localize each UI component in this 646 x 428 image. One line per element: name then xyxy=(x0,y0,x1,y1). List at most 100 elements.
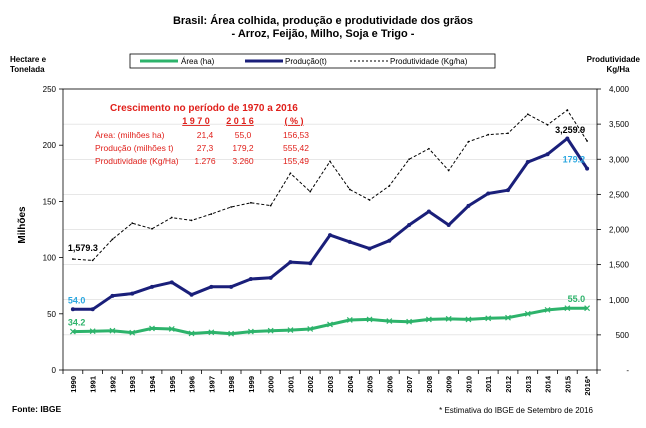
data-point-producao xyxy=(585,166,590,171)
growth-col-pct: ( % ) xyxy=(285,116,304,126)
chart-legend: Área (ha) Produção(t) Produtividade (Kg/… xyxy=(129,53,496,69)
data-point-area xyxy=(208,329,215,336)
data-point-produtividade xyxy=(526,113,529,116)
growth-row-1970: 27,3 xyxy=(197,143,214,153)
x-tick-label: 1991 xyxy=(89,376,98,393)
chart-title: Brasil: Área colhida, produção e produti… xyxy=(173,14,473,27)
data-point-produtividade xyxy=(447,169,450,172)
y-tick-label: 250 xyxy=(43,85,57,94)
x-tick-label: 1990 xyxy=(69,376,78,393)
growth-row-2016: 179,2 xyxy=(232,143,254,153)
data-point-produtividade xyxy=(507,132,509,135)
x-tick-label: 2005 xyxy=(366,376,375,393)
data-point-producao xyxy=(328,233,332,238)
data-point-produtividade xyxy=(309,190,312,193)
data-point-produtividade xyxy=(170,216,173,219)
data-point-producao xyxy=(347,239,352,244)
x-tick-label: 1993 xyxy=(128,376,137,393)
data-point-area xyxy=(307,326,314,332)
right-axis-header-2: Kg/Ha xyxy=(606,65,630,74)
growth-row-pct: 156,53 xyxy=(283,130,309,140)
data-point-producao xyxy=(110,293,115,298)
growth-row-2016: 3.260 xyxy=(232,156,254,166)
data-label: 1,579.3 xyxy=(68,243,98,253)
growth-row-pct: 555,42 xyxy=(283,143,309,153)
data-point-producao xyxy=(486,191,491,196)
right-axis-header-1: Produtividade xyxy=(587,55,641,64)
data-point-area xyxy=(524,310,531,317)
data-point-produtividade xyxy=(566,109,569,111)
x-tick-label: 2016* xyxy=(583,376,592,396)
legend-produtividade-label: Produtividade (Kg/ha) xyxy=(390,57,468,66)
y2-tick-label: 1,500 xyxy=(609,261,630,270)
growth-row-label: Área: (milhões ha) xyxy=(95,130,165,140)
data-point-area xyxy=(485,315,492,322)
data-point-area xyxy=(149,325,155,332)
x-tick-label: 1994 xyxy=(148,375,157,393)
data-point-produtividade xyxy=(289,172,292,175)
data-point-area xyxy=(129,329,136,336)
data-point-area xyxy=(267,327,274,334)
data-point-producao xyxy=(426,209,431,214)
data-point-producao xyxy=(407,223,412,228)
y-tick-label: 50 xyxy=(47,310,56,319)
y-tick-label: 200 xyxy=(43,141,57,150)
growth-row-label: Produtividade (Kg/Ha) xyxy=(95,156,179,166)
y-tick-label: 0 xyxy=(52,366,57,375)
growth-row-1970: 21,4 xyxy=(197,130,214,140)
growth-row-2016: 55,0 xyxy=(235,130,252,140)
data-point-producao xyxy=(268,275,273,280)
data-point-produtividade xyxy=(427,147,430,150)
x-tick-label: 2014 xyxy=(544,375,553,393)
x-tick-label: 2001 xyxy=(286,376,295,393)
data-point-producao xyxy=(506,188,510,193)
legend-area-label: Área (ha) xyxy=(181,57,215,66)
data-point-area xyxy=(366,316,373,323)
x-tick-label: 2013 xyxy=(524,376,533,393)
data-point-producao xyxy=(288,260,293,265)
data-point-producao xyxy=(525,160,530,165)
data-point-area xyxy=(505,314,511,321)
x-tick-label: 2006 xyxy=(385,376,394,393)
data-point-area xyxy=(69,328,76,335)
data-point-produtividade xyxy=(151,227,153,230)
x-tick-label: 1998 xyxy=(227,376,236,393)
y-axis-label: Milhões xyxy=(17,206,28,244)
x-tick-label: 2010 xyxy=(464,376,473,393)
source-note: Fonte: IBGE xyxy=(12,404,61,414)
data-point-producao xyxy=(367,246,372,251)
data-point-producao xyxy=(70,307,75,312)
plot-area: 0 50 100 150 200 250 - 500 1,000 1,500 2,000 2,500 3… xyxy=(43,85,630,396)
data-point-produtividade xyxy=(348,188,351,191)
left-axis-header-2: Tonelada xyxy=(10,65,45,74)
x-tick-label: 1997 xyxy=(207,376,216,393)
data-point-area xyxy=(445,315,452,322)
data-point-area xyxy=(425,316,432,323)
data-point-producao xyxy=(169,280,174,285)
y2-tick-label: - xyxy=(626,366,629,375)
data-point-produtividade xyxy=(487,133,490,136)
x-tick-label: 2015 xyxy=(563,376,572,393)
y2-tick-label: 3,000 xyxy=(609,155,630,164)
data-point-produtividade xyxy=(586,140,589,142)
data-point-area xyxy=(287,327,294,334)
x-tick-label: 1992 xyxy=(108,376,117,393)
data-point-produtividade xyxy=(91,259,94,262)
data-point-producao xyxy=(150,284,154,289)
growth-col-2016: 2 0 1 6 xyxy=(226,116,254,126)
data-point-area xyxy=(386,318,393,325)
data-label: 179.2 xyxy=(563,155,586,165)
footnote: * Estimativa do IBGE de Setembro de 2016 xyxy=(439,406,593,415)
x-tick-label: 2004 xyxy=(346,375,355,393)
y2-tick-label: 500 xyxy=(616,331,630,340)
data-point-area xyxy=(188,330,195,337)
x-tick-label: 2002 xyxy=(306,376,315,393)
chart-subtitle: - Arroz, Feijão, Milho, Soja e Trigo - xyxy=(232,28,415,40)
data-label: 54.0 xyxy=(68,295,86,305)
growth-row-1970: 1.276 xyxy=(194,156,216,166)
x-tick-label: 2011 xyxy=(484,376,493,392)
x-tick-label: 2007 xyxy=(405,376,414,393)
data-point-produtividade xyxy=(408,158,411,161)
data-point-area xyxy=(89,328,96,335)
data-point-producao xyxy=(209,284,214,289)
